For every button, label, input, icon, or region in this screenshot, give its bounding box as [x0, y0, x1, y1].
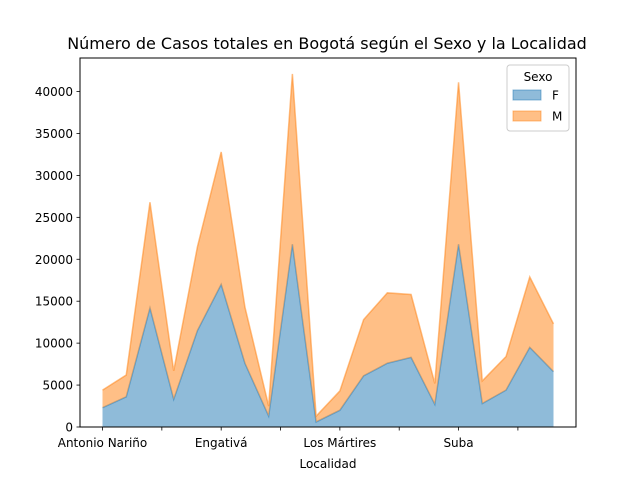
y-tick-label: 40000	[35, 85, 73, 99]
legend-label-f: F	[552, 89, 559, 103]
x-tick-label: Suba	[443, 436, 473, 450]
y-tick-label: 10000	[35, 337, 73, 351]
x-tick-label: Engativá	[195, 436, 248, 450]
legend: Sexo FM	[506, 64, 570, 132]
y-tick-label: 0	[65, 421, 73, 435]
series-line-m	[102, 73, 555, 418]
y-tick-label: 20000	[35, 253, 73, 267]
area-layers	[102, 73, 555, 427]
y-tick-label: 30000	[35, 169, 73, 183]
y-tick-label: 25000	[35, 211, 73, 225]
y-tick-label: 15000	[35, 295, 73, 309]
y-axis: 0 5000 10000 15000 20000 25000 30000 35000 40000	[35, 85, 80, 435]
legend-title: Sexo	[524, 70, 553, 84]
legend-swatch-f	[512, 89, 542, 101]
y-tick-label: 5000	[42, 379, 73, 393]
x-axis: Antonio Nariño Engativá Los Mártires Suba	[58, 427, 519, 450]
x-tick-label: Antonio Nariño	[58, 436, 148, 450]
y-tick-label: 35000	[35, 127, 73, 141]
area-f	[102, 244, 554, 427]
x-tick-label: Los Mártires	[303, 436, 376, 450]
chart-title: Número de Casos totales en Bogotá según …	[67, 34, 587, 53]
legend-label-m: M	[552, 110, 562, 124]
legend-swatch-m	[512, 110, 542, 122]
x-axis-label: Localidad	[299, 457, 356, 471]
plot-frame	[79, 57, 577, 428]
area-m	[102, 73, 554, 422]
